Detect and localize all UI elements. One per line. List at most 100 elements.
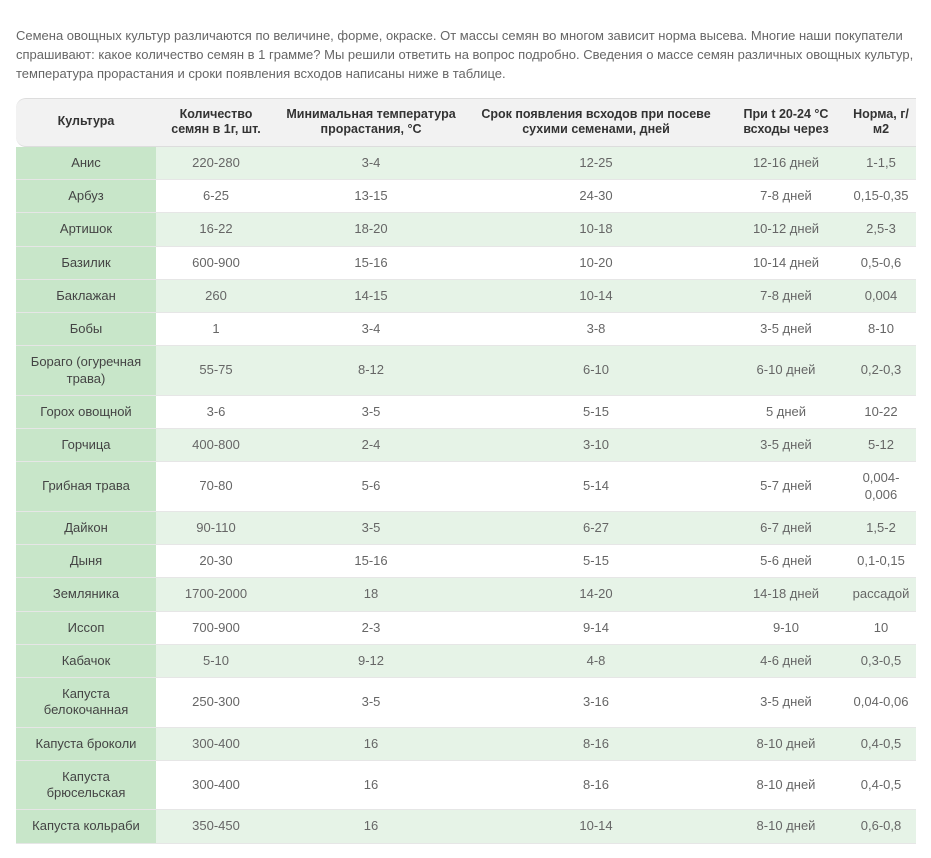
cell-culture: Капуста кольраби (16, 810, 156, 843)
cell-value: 12-16 дней (726, 147, 846, 180)
cell-value: 16 (276, 728, 466, 761)
cell-value: 300-400 (156, 761, 276, 811)
cell-value: 0,6-0,8 (846, 810, 916, 843)
cell-value: 8-10 дней (726, 761, 846, 811)
col-norm: Норма, г/м2 (846, 98, 916, 147)
cell-value: 1 (156, 313, 276, 346)
cell-value: 10 (846, 612, 916, 645)
cell-value: 7-8 дней (726, 280, 846, 313)
cell-culture: Базилик (16, 247, 156, 280)
cell-value: 8-10 дней (726, 728, 846, 761)
cell-value: 15-16 (276, 247, 466, 280)
cell-value: 0,5-0,6 (846, 247, 916, 280)
cell-value: 2-3 (276, 612, 466, 645)
cell-culture: Дыня (16, 545, 156, 578)
cell-value: 220-280 (156, 147, 276, 180)
cell-value: 3-6 (156, 396, 276, 429)
cell-value: 10-22 (846, 396, 916, 429)
table-row: Арбуз6-2513-1524-307-8 дней0,15-0,35 (16, 180, 916, 213)
table-row: Горох овощной3-63-55-155 дней10-22 (16, 396, 916, 429)
table-body: Анис220-2803-412-2512-16 дней1-1,5Арбуз6… (16, 147, 916, 844)
table-row: Земляника1700-20001814-2014-18 днейрасса… (16, 578, 916, 611)
table-row: Иссоп700-9002-39-149-1010 (16, 612, 916, 645)
cell-value: 16 (276, 810, 466, 843)
cell-value: 10-14 (466, 280, 726, 313)
cell-value: 70-80 (156, 462, 276, 512)
cell-value: 0,04-0,06 (846, 678, 916, 728)
cell-value: 0,3-0,5 (846, 645, 916, 678)
cell-value: 5 дней (726, 396, 846, 429)
table-row: Грибная трава70-805-65-145-7 дней0,004-0… (16, 462, 916, 512)
cell-culture: Капуста брюсельская (16, 761, 156, 811)
cell-value: 3-5 дней (726, 313, 846, 346)
cell-culture: Грибная трава (16, 462, 156, 512)
table-row: Капуста кольраби350-4501610-148-10 дней0… (16, 810, 916, 843)
cell-value: 0,1-0,15 (846, 545, 916, 578)
cell-value: 6-7 дней (726, 512, 846, 545)
cell-value: 5-15 (466, 396, 726, 429)
cell-value: 2,5-3 (846, 213, 916, 246)
cell-value: 0,2-0,3 (846, 346, 916, 396)
cell-value: 14-18 дней (726, 578, 846, 611)
cell-value: 5-7 дней (726, 462, 846, 512)
cell-value: 10-14 дней (726, 247, 846, 280)
cell-value: 3-8 (466, 313, 726, 346)
cell-culture: Бобы (16, 313, 156, 346)
cell-value: 90-110 (156, 512, 276, 545)
cell-value: 14-20 (466, 578, 726, 611)
table-row: Артишок16-2218-2010-1810-12 дней2,5-3 (16, 213, 916, 246)
cell-culture: Артишок (16, 213, 156, 246)
col-count: Количество семян в 1г, шт. (156, 98, 276, 147)
cell-value: 8-16 (466, 761, 726, 811)
cell-value: 16 (276, 761, 466, 811)
table-row: Бобы13-43-83-5 дней8-10 (16, 313, 916, 346)
cell-value: 10-18 (466, 213, 726, 246)
cell-culture: Кабачок (16, 645, 156, 678)
cell-value: 3-5 (276, 396, 466, 429)
cell-value: 16-22 (156, 213, 276, 246)
seeds-table: Культура Количество семян в 1г, шт. Мини… (16, 98, 916, 844)
col-warm: При t 20-24 °С всходы через (726, 98, 846, 147)
cell-culture: Анис (16, 147, 156, 180)
col-days: Срок появления всходов при посеве сухими… (466, 98, 726, 147)
cell-value: 5-14 (466, 462, 726, 512)
cell-value: 5-10 (156, 645, 276, 678)
cell-value: 0,15-0,35 (846, 180, 916, 213)
cell-value: 3-5 (276, 678, 466, 728)
table-row: Капуста броколи300-400168-168-10 дней0,4… (16, 728, 916, 761)
cell-culture: Бораго (огуречная трава) (16, 346, 156, 396)
cell-value: 1700-2000 (156, 578, 276, 611)
cell-value: 18-20 (276, 213, 466, 246)
table-header-row: Культура Количество семян в 1г, шт. Мини… (16, 98, 916, 147)
cell-value: 6-10 (466, 346, 726, 396)
cell-value: 8-12 (276, 346, 466, 396)
table-row: Дайкон90-1103-56-276-7 дней1,5-2 (16, 512, 916, 545)
table-row: Анис220-2803-412-2512-16 дней1-1,5 (16, 147, 916, 180)
cell-culture: Иссоп (16, 612, 156, 645)
cell-value: 400-800 (156, 429, 276, 462)
cell-culture: Капуста белокочанная (16, 678, 156, 728)
cell-value: 14-15 (276, 280, 466, 313)
cell-value: 10-12 дней (726, 213, 846, 246)
cell-value: 1,5-2 (846, 512, 916, 545)
cell-value: 12-25 (466, 147, 726, 180)
cell-value: 4-6 дней (726, 645, 846, 678)
intro-paragraph: Семена овощных культур различаются по ве… (16, 27, 915, 84)
table-row: Дыня20-3015-165-155-6 дней0,1-0,15 (16, 545, 916, 578)
cell-value: 2-4 (276, 429, 466, 462)
cell-value: 3-5 дней (726, 429, 846, 462)
cell-culture: Дайкон (16, 512, 156, 545)
cell-value: 8-10 (846, 313, 916, 346)
cell-value: 0,4-0,5 (846, 761, 916, 811)
cell-value: 260 (156, 280, 276, 313)
table-row: Горчица400-8002-43-103-5 дней5-12 (16, 429, 916, 462)
cell-value: 3-4 (276, 313, 466, 346)
cell-value: 6-27 (466, 512, 726, 545)
cell-value: 3-10 (466, 429, 726, 462)
cell-value: 5-12 (846, 429, 916, 462)
cell-value: 8-10 дней (726, 810, 846, 843)
cell-value: 6-25 (156, 180, 276, 213)
cell-value: 15-16 (276, 545, 466, 578)
cell-value: 10-14 (466, 810, 726, 843)
table-row: Базилик600-90015-1610-2010-14 дней0,5-0,… (16, 247, 916, 280)
